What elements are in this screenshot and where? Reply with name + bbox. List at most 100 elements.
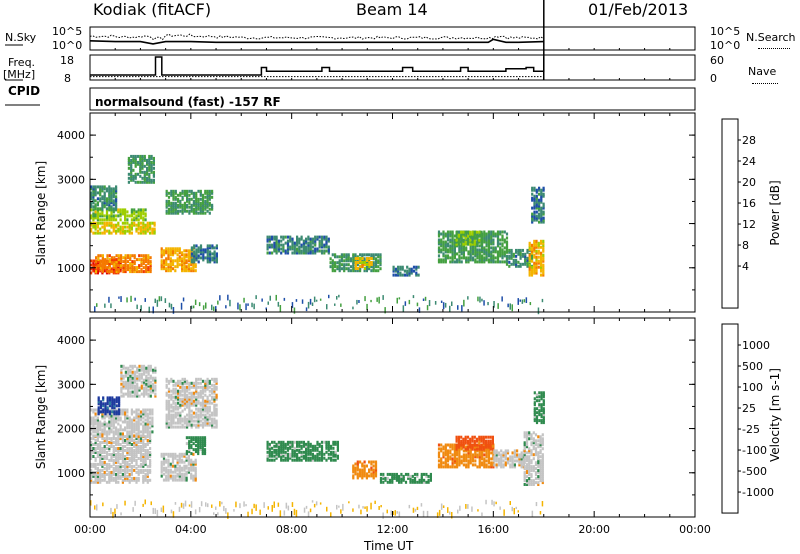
power-data-cell (130, 210, 133, 214)
power-data-cell (165, 247, 168, 251)
velocity-data-cell (96, 468, 99, 472)
power-data-cell (141, 162, 144, 166)
velocity-data-cell (199, 407, 202, 411)
power-data-cell (195, 207, 198, 211)
power-data-cell (302, 251, 305, 255)
power-clutter-cell (497, 303, 499, 309)
velocity-data-cell (201, 405, 205, 409)
velocity-data-cell (465, 463, 468, 467)
velocity-data-cell (495, 455, 498, 459)
velocity-data-cell (160, 454, 163, 458)
velocity-data-cell (167, 423, 171, 427)
velocity-data-cell (523, 465, 526, 469)
power-clutter-cell (315, 299, 318, 302)
power-data-cell (451, 258, 454, 262)
power-data-cell (372, 261, 375, 265)
velocity-data-cell (471, 437, 474, 441)
velocity-data-cell (139, 468, 143, 472)
velocity-data-cell (481, 449, 484, 453)
power-data-cell (365, 253, 368, 257)
velocity-data-cell (495, 463, 498, 467)
power-data-cell (442, 234, 445, 238)
velocity-data-cell (110, 474, 113, 478)
power-data-cell (115, 205, 118, 209)
velocity-data-cell (213, 377, 216, 381)
power-data-cell (442, 240, 445, 244)
freq-label: Freq. (8, 56, 36, 69)
velocity-data-cell (215, 407, 218, 411)
power-data-cell (115, 264, 118, 268)
power-data-cell (119, 227, 122, 231)
velocity-data-cell (94, 443, 97, 446)
velocity-data-cell (113, 410, 116, 414)
power-data-cell (273, 249, 276, 253)
velocity-data-cell (471, 459, 475, 463)
velocity-data-cell (305, 454, 308, 458)
velocity-clutter-cell (251, 508, 253, 515)
velocity-data-cell (183, 395, 186, 399)
velocity-data-cell (142, 368, 146, 372)
velocity-data-cell (129, 376, 132, 380)
velocity-data-cell (115, 480, 118, 484)
power-data-cell (119, 210, 122, 214)
velocity-data-cell (127, 382, 130, 386)
velocity-data-cell (478, 443, 481, 447)
velocity-data-cell (170, 397, 173, 401)
velocity-data-cell (188, 409, 191, 413)
power-data-cell (475, 230, 479, 234)
velocity-data-cell (127, 388, 130, 392)
velocity-data-cell (289, 456, 292, 460)
power-data-cell (340, 257, 343, 261)
power-data-cell (145, 270, 148, 274)
velocity-data-cell (511, 459, 514, 463)
velocity-data-cell (489, 439, 492, 443)
power-data-cell (499, 242, 502, 246)
power-data-cell (177, 211, 180, 215)
velocity-data-cell (128, 474, 131, 478)
power-data-cell (490, 232, 493, 236)
power-data-cell (174, 247, 177, 251)
power-data-cell (90, 205, 93, 209)
velocity-data-cell (110, 408, 113, 412)
power-data-cell (535, 210, 538, 214)
velocity-data-cell (284, 442, 287, 446)
velocity-data-cell (101, 451, 104, 454)
power-data-cell (481, 244, 484, 248)
velocity-data-cell (117, 474, 120, 478)
power-data-cell (92, 208, 95, 212)
power-data-cell (501, 234, 504, 238)
velocity-data-cell (110, 437, 113, 441)
velocity-data-cell (192, 381, 195, 385)
velocity-data-cell (374, 470, 378, 474)
velocity-data-cell (99, 400, 102, 404)
power-data-cell (134, 156, 137, 160)
velocity-data-cell (449, 455, 452, 459)
power-data-cell (208, 203, 211, 207)
velocity-data-cell (97, 396, 100, 400)
power-data-cell (343, 253, 346, 257)
velocity-data-cell (293, 454, 296, 458)
velocity-data-cell (135, 414, 138, 418)
power-data-cell (110, 256, 114, 260)
power-data-cell (129, 270, 132, 274)
velocity-data-cell (112, 426, 115, 430)
velocity-data-cell (108, 412, 112, 416)
velocity-data-cell (130, 468, 133, 472)
power-data-cell (133, 260, 136, 264)
velocity-data-cell (145, 376, 148, 380)
power-data-cell (135, 210, 138, 214)
velocity-data-cell (128, 478, 131, 482)
velocity-data-cell (453, 449, 456, 453)
power-data-cell (104, 258, 107, 262)
velocity-data-cell (152, 388, 155, 392)
power-data-cell (144, 218, 147, 222)
velocity-data-cell (386, 472, 389, 476)
power-data-cell (535, 265, 538, 269)
power-data-cell (273, 247, 276, 251)
power-data-cell (170, 189, 173, 193)
velocity-data-cell (151, 420, 154, 424)
velocity-data-cell (197, 444, 200, 448)
power-data-cell (338, 265, 341, 269)
power-data-cell (195, 258, 198, 262)
power-data-cell (135, 266, 139, 270)
